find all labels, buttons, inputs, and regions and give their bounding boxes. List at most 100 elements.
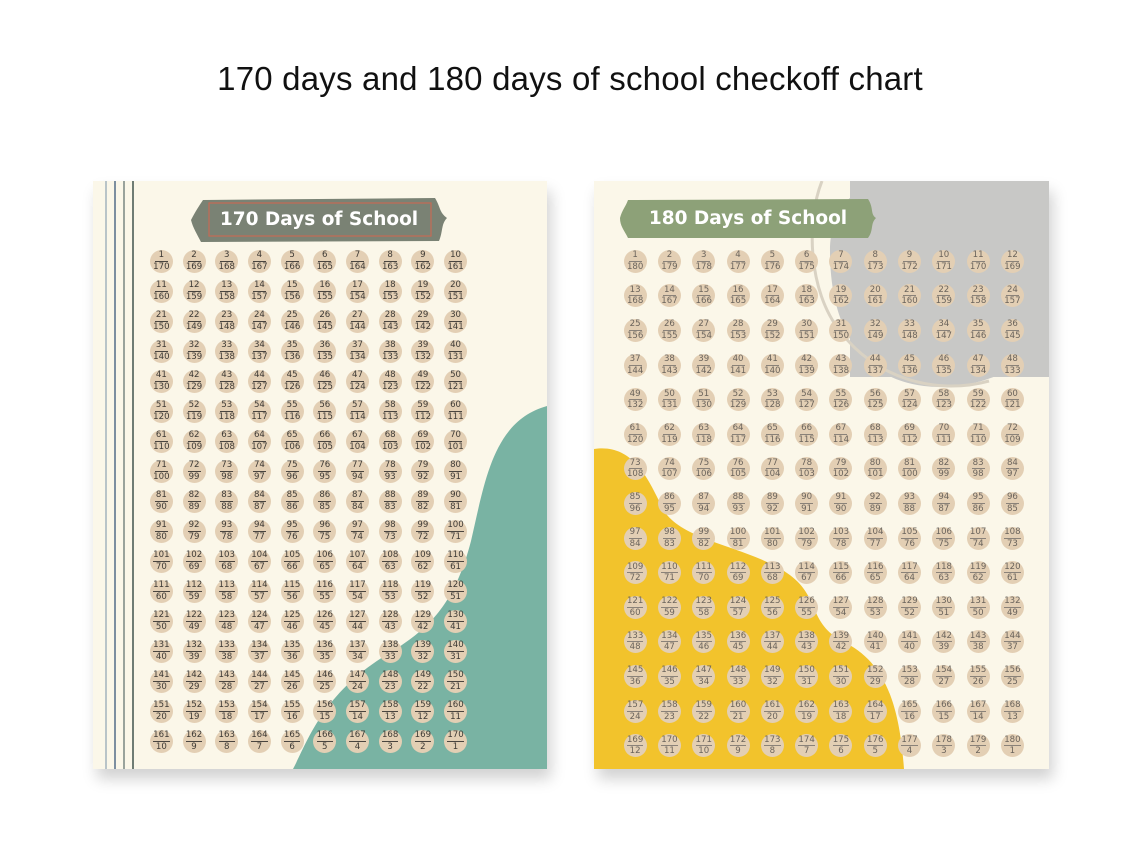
day-circle[interactable]: 177 4 [898,734,922,758]
day-circle[interactable]: 115 66 [829,561,853,585]
day-circle[interactable]: 38 143 [657,353,681,377]
day-circle[interactable]: 136 45 [726,630,750,654]
day-circle[interactable]: 132 39 [182,639,206,663]
day-circle[interactable]: 102 69 [182,549,206,573]
day-circle[interactable]: 107 74 [966,526,990,550]
day-circle[interactable]: 32 149 [863,318,887,342]
day-circle[interactable]: 114 57 [247,579,271,603]
day-circle[interactable]: 52 129 [726,388,750,412]
day-circle[interactable]: 146 35 [657,664,681,688]
day-circle[interactable]: 151 20 [149,699,173,723]
day-circle[interactable]: 109 72 [623,561,647,585]
day-circle[interactable]: 34 137 [247,339,271,363]
day-circle[interactable]: 165 16 [898,699,922,723]
day-circle[interactable]: 77 104 [760,457,784,481]
day-circle[interactable]: 140 31 [444,639,468,663]
day-circle[interactable]: 57 124 [898,388,922,412]
day-circle[interactable]: 37 144 [623,353,647,377]
day-circle[interactable]: 58 113 [378,399,402,423]
day-circle[interactable]: 163 8 [215,729,239,753]
day-circle[interactable]: 145 36 [623,664,647,688]
day-circle[interactable]: 120 61 [1000,561,1024,585]
day-circle[interactable]: 52 119 [182,399,206,423]
day-circle[interactable]: 167 4 [345,729,369,753]
day-circle[interactable]: 36 135 [313,339,337,363]
day-circle[interactable]: 170 1 [444,729,468,753]
day-circle[interactable]: 74 97 [247,459,271,483]
day-circle[interactable]: 128 43 [378,609,402,633]
day-circle[interactable]: 62 119 [657,422,681,446]
day-circle[interactable]: 61 110 [149,429,173,453]
day-circle[interactable]: 31 140 [149,339,173,363]
day-circle[interactable]: 9 172 [898,249,922,273]
day-circle[interactable]: 54 117 [247,399,271,423]
day-circle[interactable]: 145 26 [280,669,304,693]
day-circle[interactable]: 130 41 [444,609,468,633]
day-circle[interactable]: 89 82 [411,489,435,513]
day-circle[interactable]: 157 14 [345,699,369,723]
day-circle[interactable]: 27 144 [345,309,369,333]
day-circle[interactable]: 44 127 [247,369,271,393]
day-circle[interactable]: 158 13 [378,699,402,723]
day-circle[interactable]: 164 17 [863,699,887,723]
day-circle[interactable]: 127 44 [345,609,369,633]
day-circle[interactable]: 92 79 [182,519,206,543]
day-circle[interactable]: 175 6 [829,734,853,758]
day-circle[interactable]: 28 143 [378,309,402,333]
day-circle[interactable]: 29 152 [760,318,784,342]
day-circle[interactable]: 45 126 [280,369,304,393]
day-circle[interactable]: 139 32 [411,639,435,663]
day-circle[interactable]: 58 123 [932,388,956,412]
day-circle[interactable]: 7 164 [345,249,369,273]
day-circle[interactable]: 86 95 [657,491,681,515]
day-circle[interactable]: 63 108 [215,429,239,453]
day-circle[interactable]: 98 83 [657,526,681,550]
day-circle[interactable]: 153 18 [215,699,239,723]
day-circle[interactable]: 5 176 [760,249,784,273]
day-circle[interactable]: 151 30 [829,664,853,688]
day-circle[interactable]: 2 169 [182,249,206,273]
day-circle[interactable]: 80 101 [863,457,887,481]
day-circle[interactable]: 83 98 [966,457,990,481]
day-circle[interactable]: 78 93 [378,459,402,483]
day-circle[interactable]: 172 9 [726,734,750,758]
day-circle[interactable]: 135 46 [692,630,716,654]
day-circle[interactable]: 74 107 [657,457,681,481]
day-circle[interactable]: 19 152 [411,279,435,303]
day-circle[interactable]: 7 174 [829,249,853,273]
day-circle[interactable]: 97 84 [623,526,647,550]
day-circle[interactable]: 73 108 [623,457,647,481]
day-circle[interactable]: 80 91 [444,459,468,483]
day-circle[interactable]: 15 166 [692,284,716,308]
day-circle[interactable]: 155 26 [966,664,990,688]
day-circle[interactable]: 101 80 [760,526,784,550]
day-circle[interactable]: 12 169 [1000,249,1024,273]
day-circle[interactable]: 144 37 [1000,630,1024,654]
day-circle[interactable]: 108 63 [378,549,402,573]
day-circle[interactable]: 19 162 [829,284,853,308]
day-circle[interactable]: 96 75 [313,519,337,543]
day-circle[interactable]: 144 27 [247,669,271,693]
day-circle[interactable]: 152 19 [182,699,206,723]
day-circle[interactable]: 15 156 [280,279,304,303]
day-circle[interactable]: 142 29 [182,669,206,693]
day-circle[interactable]: 137 34 [345,639,369,663]
day-circle[interactable]: 92 89 [863,491,887,515]
day-circle[interactable]: 133 48 [623,630,647,654]
day-circle[interactable]: 47 124 [345,369,369,393]
day-circle[interactable]: 6 175 [795,249,819,273]
day-circle[interactable]: 125 46 [280,609,304,633]
day-circle[interactable]: 10 171 [932,249,956,273]
day-circle[interactable]: 40 131 [444,339,468,363]
day-circle[interactable]: 120 51 [444,579,468,603]
day-circle[interactable]: 88 93 [726,491,750,515]
day-circle[interactable]: 68 103 [378,429,402,453]
day-circle[interactable]: 141 30 [149,669,173,693]
day-circle[interactable]: 173 8 [760,734,784,758]
day-circle[interactable]: 122 49 [182,609,206,633]
day-circle[interactable]: 3 178 [692,249,716,273]
day-circle[interactable]: 123 58 [692,595,716,619]
day-circle[interactable]: 131 40 [149,639,173,663]
day-circle[interactable]: 76 95 [313,459,337,483]
day-circle[interactable]: 85 96 [623,491,647,515]
